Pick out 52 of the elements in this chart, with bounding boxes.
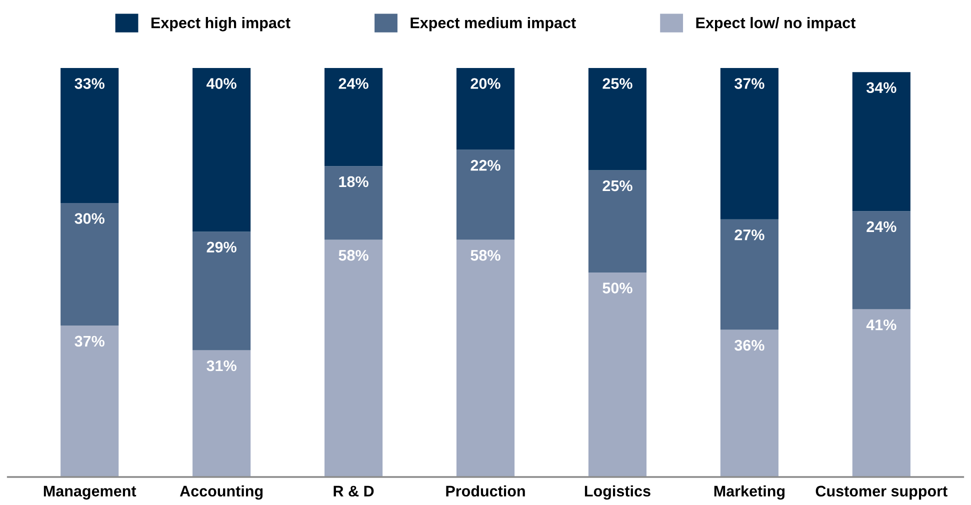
data-label: 36%	[734, 340, 764, 351]
data-label: 31%	[206, 360, 236, 372]
bar	[192, 350, 251, 477]
x-tick-label: Marketing	[714, 485, 784, 500]
data-label: 30%	[74, 213, 104, 224]
x-tick-label: R & D	[334, 486, 374, 497]
bar	[60, 326, 119, 477]
data-label: 41%	[866, 319, 896, 330]
bar	[852, 309, 910, 477]
data-label: 34%	[866, 82, 896, 94]
bar	[60, 68, 119, 203]
legend-label: Expect medium impact	[410, 17, 576, 32]
data-label: 40%	[206, 78, 236, 89]
bar	[456, 150, 515, 240]
bar	[852, 72, 910, 212]
bar	[324, 166, 383, 240]
data-label: 29%	[206, 242, 236, 253]
data-label: 58%	[338, 250, 368, 261]
data-label: 50%	[602, 282, 632, 294]
x-tick-label: Accounting	[180, 485, 263, 500]
legend-label: Expect low/ no impact	[696, 17, 856, 32]
bar	[852, 211, 910, 310]
bar	[588, 170, 647, 272]
data-label: 24%	[338, 78, 368, 89]
bar	[192, 68, 251, 232]
data-label: 25%	[602, 180, 632, 192]
bar	[324, 240, 383, 477]
bar	[456, 240, 515, 477]
data-label: 24%	[866, 221, 896, 232]
bar	[588, 272, 647, 477]
data-label: 20%	[470, 78, 500, 89]
bar	[588, 68, 647, 170]
data-label: 18%	[339, 176, 368, 188]
x-tick-label: Management	[44, 486, 136, 500]
legend-label: Expect high impact	[151, 17, 290, 32]
data-label: 58%	[470, 250, 500, 261]
data-label: 37%	[734, 78, 764, 89]
data-label: 22%	[470, 160, 500, 171]
bar	[60, 202, 119, 326]
bar	[456, 68, 515, 150]
data-label: 27%	[734, 229, 764, 240]
bar	[720, 68, 778, 220]
data-label: 25%	[602, 78, 632, 89]
data-label: 33%	[74, 78, 104, 89]
bar	[192, 232, 251, 350]
bar	[720, 219, 778, 330]
x-tick-label: Customer support	[816, 486, 948, 500]
x-tick-label: Production	[446, 485, 525, 497]
data-label: 37%	[74, 336, 104, 347]
x-tick-label: Logistics	[584, 485, 650, 500]
bar	[324, 68, 383, 166]
bar	[720, 330, 778, 477]
